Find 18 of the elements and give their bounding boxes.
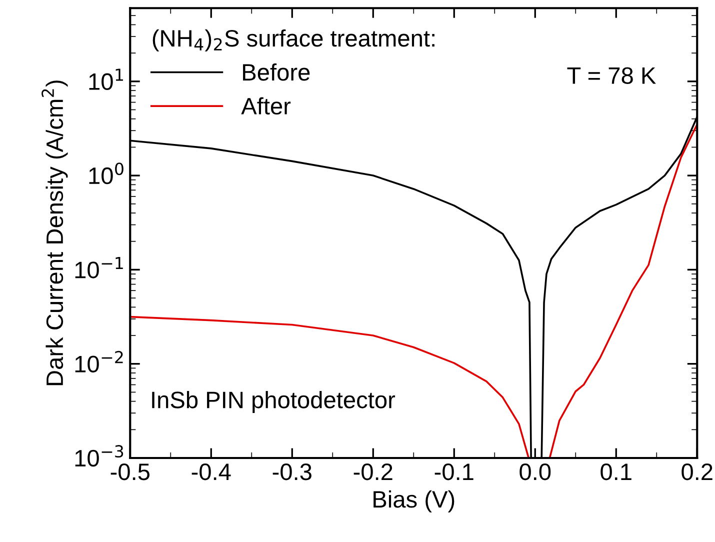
x-tick-label: -0.2	[354, 463, 392, 480]
x-tick-label: -0.3	[272, 463, 312, 480]
annotation: InSb PIN photodetector	[152, 390, 396, 414]
legend-title: (NH$_{4}$)$_{2}$S surface treatment:	[152, 29, 434, 52]
y-axis-title: Dark Current Density (A/cm$^{2}$)	[42, 80, 68, 386]
x-tick-label: 0.1	[600, 463, 632, 480]
x-axis-title: Bias (V)	[374, 490, 454, 512]
legend-label: After	[241, 97, 291, 115]
y-tick-label: 10$^{−2}$	[75, 350, 123, 372]
y-tick-label: 10$^{0}$	[89, 162, 124, 184]
x-tick-label: -0.4	[192, 463, 231, 480]
y-tick-label: 10$^{−1}$	[75, 256, 123, 278]
x-tick-label: 0.0	[520, 463, 551, 480]
y-tick-label: 10$^{1}$	[89, 68, 123, 90]
annotation: T = 78 K	[567, 67, 656, 84]
x-tick-label: -0.1	[434, 463, 474, 480]
legend-label: Before	[243, 63, 310, 81]
x-tick-label: 0.2	[682, 463, 712, 480]
